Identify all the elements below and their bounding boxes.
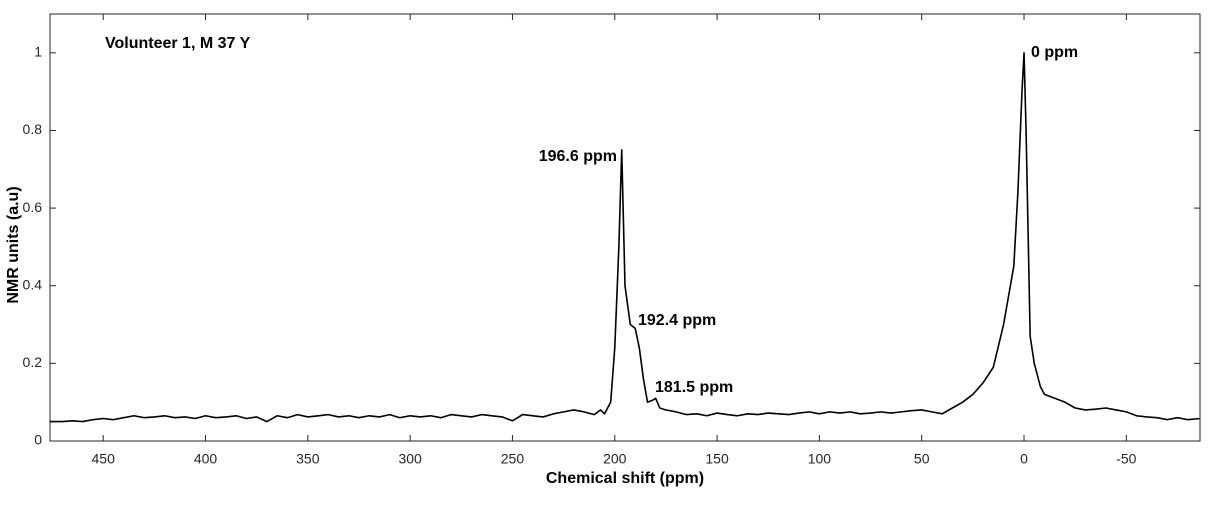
x-tick-label: 450 bbox=[92, 451, 116, 467]
x-tick-label: 200 bbox=[603, 451, 627, 467]
plot-frame bbox=[49, 13, 1201, 442]
annotation: 192.4 ppm bbox=[638, 312, 716, 329]
x-tick-label: 400 bbox=[194, 451, 218, 467]
x-axis-label: Chemical shift (ppm) bbox=[546, 470, 704, 487]
x-tick-label: 300 bbox=[398, 451, 422, 467]
x-tick-label: -50 bbox=[1116, 451, 1136, 467]
x-tick-label: 100 bbox=[808, 451, 832, 467]
spectrum-line bbox=[50, 52, 1201, 423]
annotation: 196.6 ppm bbox=[539, 148, 617, 165]
y-tick-label: 0.8 bbox=[23, 121, 43, 137]
y-axis-label: NMR units (a.u) bbox=[5, 186, 22, 303]
x-tick-label: 250 bbox=[501, 451, 525, 467]
annotation: 181.5 ppm bbox=[655, 379, 733, 396]
x-tick-label: 150 bbox=[705, 451, 729, 467]
y-tick-label: 0.2 bbox=[23, 354, 43, 370]
y-tick-label: 0.4 bbox=[23, 276, 43, 292]
y-tick-label: 1 bbox=[34, 44, 42, 60]
annotation: 0 ppm bbox=[1031, 44, 1078, 61]
x-tick-label: 0 bbox=[1020, 451, 1028, 467]
y-tick-label: 0.6 bbox=[23, 199, 43, 215]
x-tick-label: 50 bbox=[914, 451, 930, 467]
y-tick-label: 0 bbox=[34, 432, 42, 448]
annotation: Volunteer 1, M 37 Y bbox=[105, 35, 251, 52]
x-tick-label: 350 bbox=[296, 451, 320, 467]
